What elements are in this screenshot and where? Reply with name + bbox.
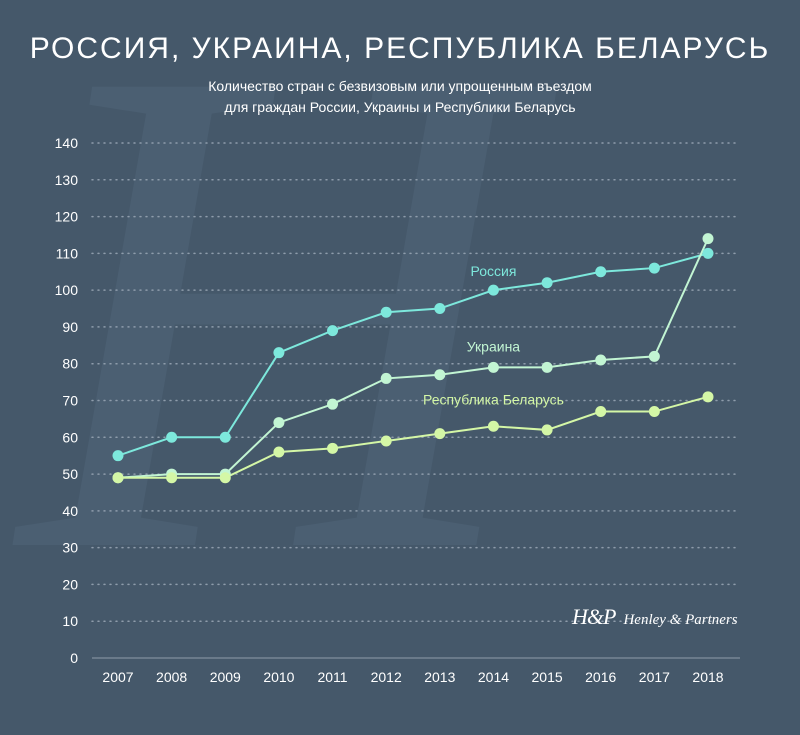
x-tick-label: 2013 xyxy=(424,669,455,685)
y-tick-label: 50 xyxy=(62,466,78,482)
data-point xyxy=(541,361,553,373)
data-point xyxy=(702,391,714,403)
data-point xyxy=(327,442,339,454)
y-tick-label: 10 xyxy=(62,613,78,629)
data-point xyxy=(648,406,660,418)
data-point xyxy=(380,372,392,384)
data-point xyxy=(166,431,178,443)
chart-title: РОССИЯ, УКРАИНА, РЕСПУБЛИКА БЕЛАРУСЬ xyxy=(29,32,771,65)
x-tick-label: 2018 xyxy=(692,669,723,685)
x-tick-label: 2014 xyxy=(478,669,509,685)
brand-name: Henley & Partners xyxy=(623,612,738,628)
x-tick-label: 2008 xyxy=(156,669,187,685)
y-tick-label: 140 xyxy=(55,135,79,151)
data-point xyxy=(112,450,124,462)
series-label: Россия xyxy=(470,263,516,279)
data-point xyxy=(487,420,499,432)
y-tick-label: 100 xyxy=(55,282,79,298)
data-point xyxy=(219,472,231,484)
data-point xyxy=(541,277,553,289)
series-label: Республика Беларусь xyxy=(423,391,564,407)
data-point xyxy=(648,350,660,362)
y-tick-label: 110 xyxy=(56,245,79,261)
data-point xyxy=(487,284,499,296)
data-point xyxy=(434,369,446,381)
y-tick-label: 90 xyxy=(62,319,78,335)
x-tick-label: 2015 xyxy=(532,669,563,685)
data-point xyxy=(166,472,178,484)
y-tick-label: 0 xyxy=(70,650,78,666)
chart-subtitle-line-2: для граждан России, Украины и Республики… xyxy=(224,99,576,115)
x-tick-label: 2010 xyxy=(263,669,294,685)
data-point xyxy=(487,361,499,373)
y-tick-label: 20 xyxy=(62,576,78,592)
data-point xyxy=(273,417,285,429)
data-point xyxy=(595,266,607,278)
data-point xyxy=(380,435,392,447)
data-point xyxy=(541,424,553,436)
data-point xyxy=(327,325,339,337)
data-point xyxy=(380,306,392,318)
data-point xyxy=(595,354,607,366)
chart-subtitle-line-1: Количество стран с безвизовым или упроще… xyxy=(208,78,592,94)
x-tick-label: 2017 xyxy=(639,669,670,685)
x-tick-label: 2009 xyxy=(210,669,241,685)
y-tick-label: 130 xyxy=(55,172,79,188)
data-point xyxy=(327,398,339,410)
brand-logo: H&P Henley & Partners xyxy=(572,604,738,630)
series-line xyxy=(117,238,709,479)
y-tick-label: 40 xyxy=(62,503,78,519)
y-tick-label: 70 xyxy=(62,393,78,409)
y-tick-label: 120 xyxy=(55,209,79,225)
y-tick-label: 30 xyxy=(62,540,78,556)
data-point xyxy=(434,303,446,315)
x-tick-label: 2012 xyxy=(371,669,402,685)
brand-monogram: H&P xyxy=(572,604,616,629)
x-tick-label: 2007 xyxy=(102,669,133,685)
data-point xyxy=(648,262,660,274)
data-point xyxy=(702,233,714,245)
y-tick-label: 80 xyxy=(62,356,78,372)
data-point xyxy=(273,347,285,359)
x-tick-label: 2016 xyxy=(585,669,616,685)
data-point xyxy=(434,428,446,440)
data-point xyxy=(273,446,285,458)
series-line xyxy=(118,395,709,479)
y-tick-label: 60 xyxy=(62,429,78,445)
data-point xyxy=(702,247,714,259)
data-point xyxy=(595,406,607,418)
data-point xyxy=(112,472,124,484)
series-label: Украина xyxy=(467,338,521,354)
x-tick-label: 2011 xyxy=(317,669,347,685)
series-line xyxy=(117,252,709,457)
data-point xyxy=(219,431,231,443)
